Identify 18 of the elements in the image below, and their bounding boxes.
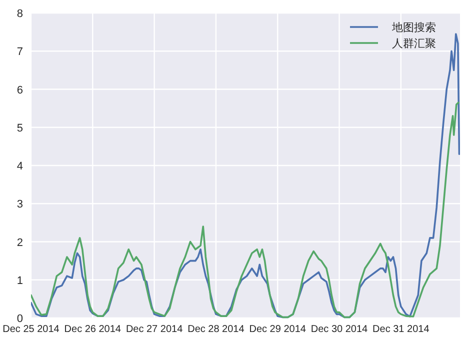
y-tick-label: 2 [16,236,23,249]
x-tick-label: Dec 28 2014 [188,324,245,335]
y-tick-label: 0 [16,313,23,325]
x-tick-label: Dec 26 2014 [64,324,122,335]
x-tick-label: Dec 25 2014 [2,324,60,335]
x-tick-label: Dec 31 2014 [372,324,430,335]
legend-label: 人群汇聚 [392,38,436,50]
y-tick-label: 3 [16,198,23,211]
y-tick-label: 8 [16,8,23,20]
y-tick-label: 6 [16,84,23,96]
x-tick-label: Dec 30 2014 [310,324,368,335]
legend-label: 地图搜索 [391,21,436,34]
y-tick-label: 5 [16,122,23,134]
y-tick-label: 4 [16,160,23,172]
y-tick-label: 1 [16,274,23,287]
x-tick-label: Dec 27 2014 [126,324,184,335]
x-tick-label: Dec 29 2014 [249,324,306,335]
y-tick-label: 7 [16,46,23,58]
